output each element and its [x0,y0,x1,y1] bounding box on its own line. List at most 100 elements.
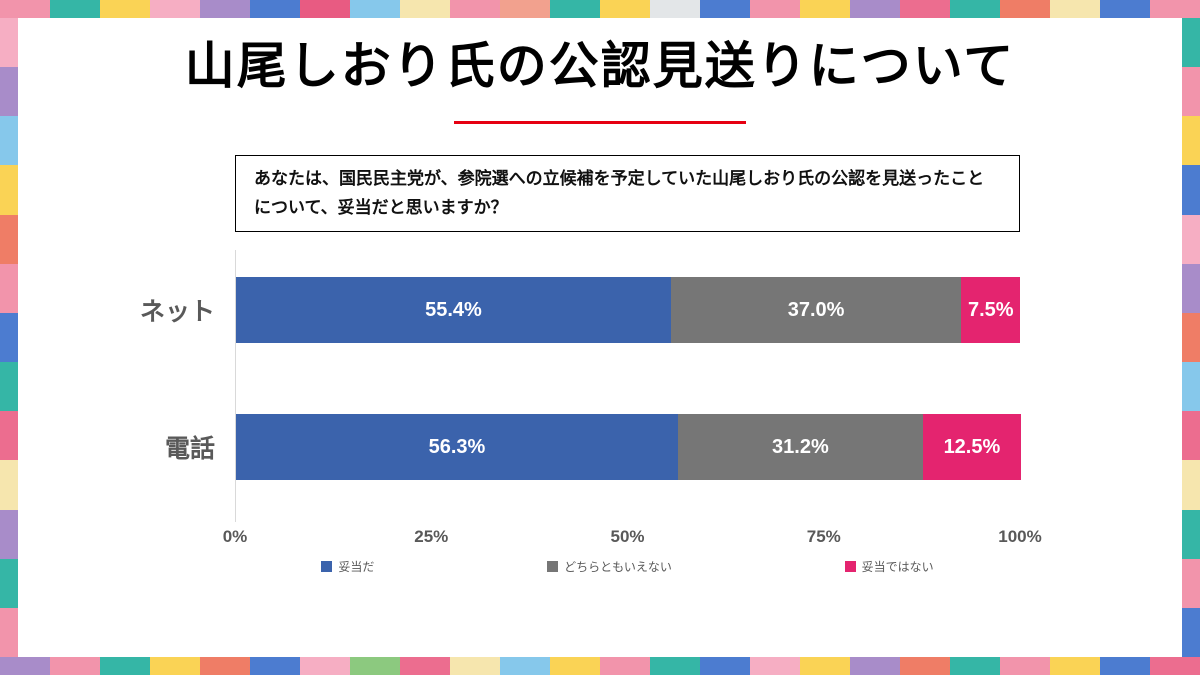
frame-segment [150,0,200,18]
frame-segment [600,657,650,675]
frame-segment [1182,214,1200,264]
frame-segment [1000,0,1050,18]
frame-segment [750,0,800,18]
frame-segment [0,67,18,117]
frame-segment [850,657,900,675]
frame-segment [0,214,18,264]
frame-segment [250,0,300,18]
title-underline [454,121,746,124]
legend: 妥当だ どちらともいえない 妥当ではない [235,558,1020,575]
frame-segment [0,657,50,675]
frame-segment [650,657,700,675]
category-label-net: ネット [139,298,215,326]
page-title: 山尾しおり氏の公認見送りについて [184,38,1016,94]
frame-segment [200,657,250,675]
frame-segment [400,0,450,18]
frame-segment [0,509,18,559]
legend-label: 妥当だ [338,560,375,574]
legend-item-agree: 妥当だ [321,558,374,575]
bar-segment-disagree: 12.5% [922,414,1021,480]
frame-segment [900,657,950,675]
frame-segment [1182,165,1200,215]
question-box: あなたは、国民民主党が、参院選への立候補を予定していた山尾しおり氏の公認を見送っ… [235,155,1020,232]
frame-segment [0,263,18,313]
bar-segment-agree: 56.3% [236,414,678,480]
frame-segment [550,657,600,675]
bar-segment-agree: 55.4% [236,277,671,343]
frame-segment [0,18,18,68]
frame-bottom [0,657,1200,675]
frame-segment [300,0,350,18]
frame-segment [1050,657,1100,675]
frame-top [0,0,1200,18]
frame-segment [1150,0,1200,18]
bar-segment-neutral: 37.0% [670,277,962,343]
frame-segment [0,0,50,18]
frame-segment [800,657,850,675]
frame-segment [650,0,700,18]
frame-segment [350,0,400,18]
frame-segment [950,0,1000,18]
frame-segment [0,165,18,215]
frame-segment [0,411,18,461]
frame-segment [500,657,550,675]
bar-row-net: 55.4% 37.0% 7.5% [236,277,1021,343]
frame-segment [900,0,950,18]
frame-segment [200,0,250,18]
question-text: あなたは、国民民主党が、参院選への立候補を予定していた山尾しおり氏の公認を見送っ… [254,169,985,217]
frame-segment [500,0,550,18]
frame-segment [1182,116,1200,166]
frame-segment [1182,263,1200,313]
frame-segment [1182,67,1200,117]
category-label-phone: 電話 [164,435,215,463]
frame-segment [550,0,600,18]
frame-segment [0,607,18,658]
frame-segment [0,558,18,608]
frame-segment [1000,657,1050,675]
frame-segment [1182,18,1200,68]
frame-right [1182,18,1200,658]
legend-label: どちらともいえない [564,560,672,574]
stacked-bar-chart: 55.4% 37.0% 7.5% 56.3% 31.2% 12.5% [235,250,1021,522]
frame-segment [300,657,350,675]
legend-label: 妥当ではない [861,560,934,574]
bar-row-phone: 56.3% 31.2% 12.5% [236,414,1021,480]
frame-segment [1100,0,1150,18]
frame-segment [700,0,750,18]
frame-segment [850,0,900,18]
frame-segment [250,657,300,675]
frame-segment [1182,411,1200,461]
frame-segment [700,657,750,675]
frame-segment [0,116,18,166]
bar-segment-disagree: 7.5% [961,277,1021,343]
bar-segment-neutral: 31.2% [677,414,923,480]
legend-swatch-disagree [844,561,856,572]
frame-segment [50,0,100,18]
frame-segment [1150,657,1200,675]
x-tick: 75% [806,527,841,546]
frame-segment [100,0,150,18]
frame-segment [150,657,200,675]
x-tick: 25% [414,527,449,546]
frame-segment [1100,657,1150,675]
x-tick: 0% [222,527,248,546]
frame-segment [600,0,650,18]
frame-left [0,18,18,658]
frame-segment [0,362,18,412]
legend-swatch-agree [321,561,333,572]
legend-item-disagree: 妥当ではない [844,558,934,575]
frame-segment [1182,312,1200,363]
frame-segment [1182,607,1200,658]
frame-segment [400,657,450,675]
frame-segment [1182,362,1200,412]
x-axis: 0% 25% 50% 75% 100% [223,527,1042,549]
frame-segment [1050,0,1100,18]
legend-item-neutral: どちらともいえない [547,558,672,575]
x-tick: 50% [610,527,645,546]
legend-swatch-neutral [547,561,559,572]
frame-segment [450,0,500,18]
frame-segment [750,657,800,675]
frame-segment [50,657,100,675]
frame-segment [800,0,850,18]
